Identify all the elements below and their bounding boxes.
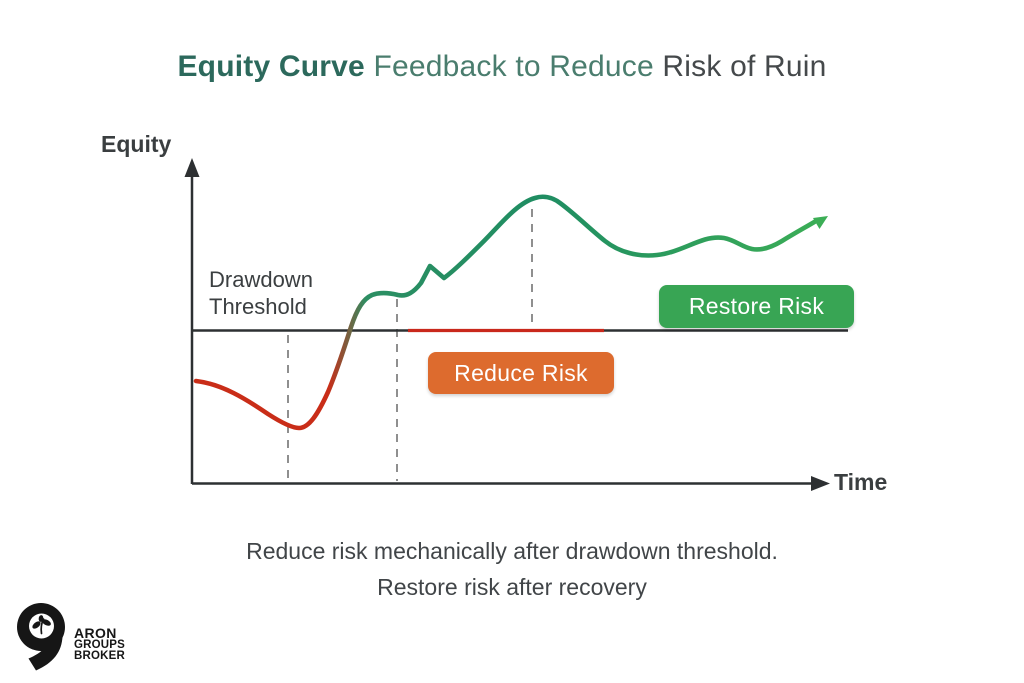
y-axis-label: Equity	[101, 131, 172, 157]
drawdown-threshold-line1: Drawdown	[209, 267, 313, 292]
caption: Reduce risk mechanically after drawdown …	[0, 533, 1024, 605]
title-middle: Feedback to Reduce	[364, 50, 663, 83]
title-tail: Risk of Ruin	[662, 50, 827, 83]
caption-line2: Restore risk after recovery	[377, 574, 647, 600]
logo-line2: GROUPS	[74, 639, 126, 651]
curve-arrow-icon	[813, 216, 828, 229]
restore-risk-badge: Restore Risk	[659, 285, 854, 328]
page-title: Equity Curve Feedback to Reduce Risk of …	[0, 50, 1004, 84]
y-axis-arrow-icon	[184, 158, 200, 177]
broker-logo: ARON GROUPS BROKER	[16, 600, 125, 674]
logo-line3: BROKER	[74, 650, 126, 662]
x-axis-arrow-icon	[811, 476, 830, 491]
reduce-risk-badge: Reduce Risk	[428, 352, 614, 394]
title-highlight: Equity Curve	[177, 50, 365, 83]
nine-leaf-logo-icon	[17, 603, 65, 671]
broker-logo-text: ARON GROUPS BROKER	[74, 625, 126, 662]
drawdown-threshold-label: Drawdown Threshold	[209, 266, 313, 320]
equity-curve	[193, 194, 819, 431]
caption-line1: Reduce risk mechanically after drawdown …	[246, 538, 778, 564]
logo-line1: ARON	[74, 625, 117, 641]
drawdown-threshold-line2: Threshold	[209, 294, 307, 319]
x-axis-label: Time	[834, 469, 888, 495]
